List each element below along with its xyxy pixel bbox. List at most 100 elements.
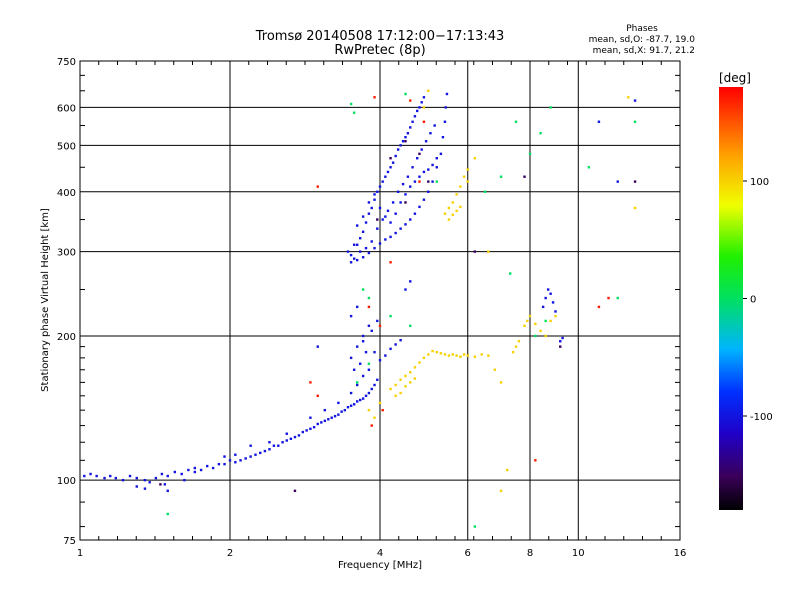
data-point — [409, 324, 412, 328]
data-point — [333, 414, 337, 418]
data-point — [263, 449, 267, 453]
data-point — [418, 175, 421, 178]
data-point — [439, 152, 443, 156]
data-point — [459, 205, 462, 209]
data-point — [396, 190, 400, 193]
data-point — [420, 101, 423, 104]
data-point — [193, 470, 197, 474]
data-point — [384, 215, 387, 218]
data-point — [316, 422, 319, 426]
data-point — [180, 472, 183, 476]
y-tick-labels: 75 100 200 300 400 500 600 750 — [57, 57, 76, 547]
data-point — [616, 296, 619, 300]
data-point — [346, 406, 350, 409]
data-point — [128, 474, 132, 478]
data-point — [173, 470, 177, 474]
data-point — [121, 478, 125, 482]
data-point — [427, 89, 430, 92]
data-point — [370, 206, 373, 210]
data-point — [367, 305, 371, 309]
data-point — [370, 329, 373, 333]
data-point — [378, 206, 382, 210]
data-point — [376, 218, 379, 221]
y-tick-label: 100 — [57, 476, 76, 487]
y-tick-label: 75 — [63, 536, 76, 547]
data-point — [355, 345, 359, 348]
data-point — [389, 235, 392, 239]
data-point — [523, 175, 526, 178]
data-point — [401, 182, 405, 186]
data-point — [546, 288, 550, 291]
data-point — [431, 163, 434, 167]
data-point — [396, 148, 400, 151]
data-point — [459, 355, 462, 358]
data-point — [399, 378, 402, 381]
data-point — [352, 111, 356, 114]
chart-title: Tromsø 20140508 17:12:00−17:13:43 — [255, 29, 505, 44]
data-point — [323, 419, 327, 423]
data-point — [404, 140, 407, 143]
data-point — [422, 198, 426, 201]
data-point — [455, 209, 458, 213]
data-point — [268, 448, 271, 451]
data-point — [404, 135, 407, 139]
data-point — [394, 343, 397, 346]
data-point — [349, 356, 353, 360]
data-point — [309, 427, 312, 431]
data-point — [534, 334, 537, 338]
data-point — [404, 374, 407, 378]
data-point — [554, 310, 557, 313]
data-point — [483, 190, 487, 193]
data-point — [487, 354, 490, 357]
data-point — [384, 238, 387, 241]
data-point — [364, 394, 368, 398]
data-point — [340, 410, 343, 413]
data-point — [409, 381, 412, 384]
data-point — [389, 221, 392, 224]
data-point — [320, 421, 323, 424]
data-point — [305, 429, 308, 432]
data-point — [386, 209, 390, 213]
data-point — [394, 154, 397, 158]
x-axis-label: Frequency [MHz] — [338, 560, 422, 571]
data-point — [217, 462, 221, 466]
data-point — [431, 349, 434, 353]
data-point — [409, 185, 412, 188]
data-point — [83, 474, 86, 478]
data-point — [394, 383, 397, 387]
x-tick-label: 8 — [527, 548, 533, 559]
data-point — [293, 489, 297, 493]
data-point — [549, 292, 552, 295]
data-point — [551, 301, 555, 304]
data-point — [381, 180, 384, 183]
data-point — [355, 381, 359, 384]
data-point — [355, 400, 359, 403]
data-point — [459, 185, 462, 188]
y-tick-label: 300 — [57, 248, 76, 259]
data-point — [352, 403, 356, 406]
data-point — [427, 353, 430, 356]
data-point — [409, 126, 412, 129]
data-point — [523, 324, 526, 328]
data-point — [389, 261, 392, 264]
colorbar-tick-label: 100 — [750, 177, 769, 188]
data-point — [401, 140, 405, 143]
data-point — [597, 305, 601, 309]
data-point — [361, 288, 365, 291]
data-point — [391, 161, 395, 164]
data-point — [389, 166, 392, 169]
data-point — [135, 485, 138, 488]
data-point — [352, 243, 356, 246]
data-point — [435, 350, 438, 354]
data-point — [526, 319, 529, 323]
data-point — [404, 201, 407, 204]
data-point — [358, 398, 362, 402]
data-point — [514, 345, 518, 348]
data-point — [473, 157, 477, 160]
data-point — [422, 356, 426, 360]
data-point — [399, 391, 402, 395]
data-point — [373, 193, 376, 196]
data-point — [409, 280, 412, 283]
data-point — [439, 352, 443, 355]
data-point — [193, 466, 197, 470]
